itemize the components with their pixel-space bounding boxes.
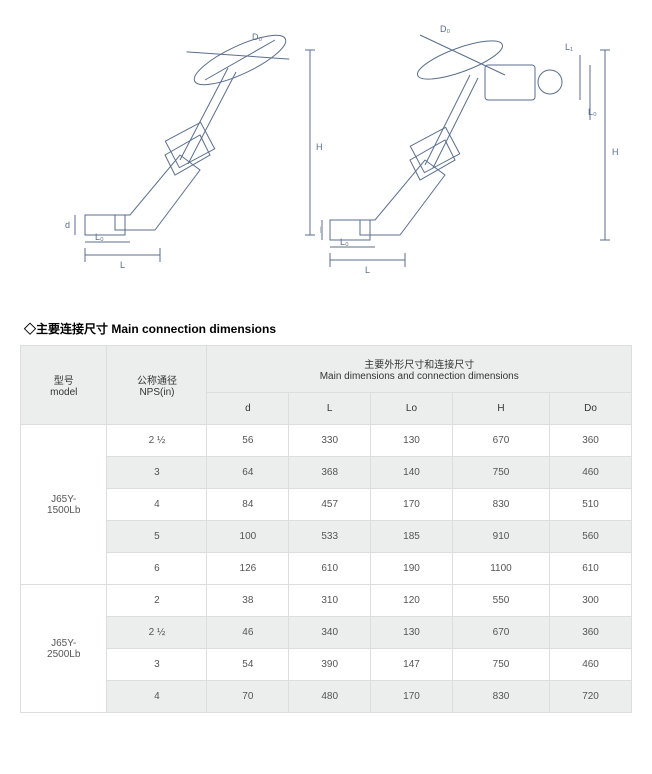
table-row: 364368140750460	[21, 457, 632, 489]
cell-nps: 6	[107, 553, 207, 585]
col-model: 型号 model	[21, 346, 107, 425]
cell-Do: 460	[550, 649, 632, 681]
svg-text:D₀: D₀	[440, 24, 450, 34]
cell-nps: 5	[107, 521, 207, 553]
cell-H: 670	[452, 617, 549, 649]
table-row: J65Y-1500Lb2 ½56330130670360	[21, 425, 632, 457]
cell-L: 533	[289, 521, 371, 553]
valve-diagram-left: D₀ H L L₀ d	[60, 20, 330, 290]
cell-d: 38	[207, 585, 289, 617]
cell-Lo: 130	[371, 617, 453, 649]
cell-nps: 3	[107, 649, 207, 681]
cell-d: 64	[207, 457, 289, 489]
svg-text:L₀: L₀	[95, 232, 104, 242]
cell-nps: 2	[107, 585, 207, 617]
cell-Lo: 147	[371, 649, 453, 681]
cell-Do: 300	[550, 585, 632, 617]
model-cell: J65Y-1500Lb	[21, 425, 107, 585]
svg-text:L: L	[365, 265, 370, 275]
cell-Do: 360	[550, 617, 632, 649]
cell-L: 330	[289, 425, 371, 457]
cell-Lo: 185	[371, 521, 453, 553]
cell-L: 340	[289, 617, 371, 649]
cell-H: 910	[452, 521, 549, 553]
cell-d: 84	[207, 489, 289, 521]
cell-L: 368	[289, 457, 371, 489]
cell-L: 457	[289, 489, 371, 521]
cell-L: 390	[289, 649, 371, 681]
svg-text:L₀: L₀	[340, 237, 349, 247]
cell-Do: 360	[550, 425, 632, 457]
cell-L: 310	[289, 585, 371, 617]
svg-text:d: d	[320, 225, 321, 235]
svg-text:L₁: L₁	[565, 42, 573, 52]
cell-nps: 2 ½	[107, 617, 207, 649]
table-row: 2 ½46340130670360	[21, 617, 632, 649]
cell-H: 670	[452, 425, 549, 457]
cell-d: 70	[207, 681, 289, 713]
cell-Lo: 170	[371, 489, 453, 521]
cell-Lo: 140	[371, 457, 453, 489]
col-dims-group: 主要外形尺寸和连接尺寸 Main dimensions and connecti…	[207, 346, 632, 393]
cell-L: 610	[289, 553, 371, 585]
svg-text:D₀: D₀	[252, 32, 262, 42]
cell-H: 1100	[452, 553, 549, 585]
table-row: 470480170830720	[21, 681, 632, 713]
cell-d: 54	[207, 649, 289, 681]
cell-Do: 560	[550, 521, 632, 553]
table-row: 484457170830510	[21, 489, 632, 521]
cell-L: 480	[289, 681, 371, 713]
cell-d: 126	[207, 553, 289, 585]
cell-H: 830	[452, 489, 549, 521]
svg-text:H: H	[612, 147, 619, 157]
cell-d: 56	[207, 425, 289, 457]
cell-nps: 4	[107, 489, 207, 521]
col-d: d	[207, 393, 289, 425]
cell-H: 750	[452, 649, 549, 681]
col-nps: 公称通径 NPS(in)	[107, 346, 207, 425]
svg-text:L: L	[120, 260, 125, 270]
svg-text:L₀: L₀	[588, 107, 597, 117]
col-Lo: Lo	[371, 393, 453, 425]
cell-nps: 2 ½	[107, 425, 207, 457]
cell-Lo: 120	[371, 585, 453, 617]
cell-nps: 3	[107, 457, 207, 489]
cell-H: 550	[452, 585, 549, 617]
cell-H: 750	[452, 457, 549, 489]
dimensions-table: 型号 model 公称通径 NPS(in) 主要外形尺寸和连接尺寸 Main d…	[20, 345, 632, 713]
cell-Do: 510	[550, 489, 632, 521]
table-row: 5100533185910560	[21, 521, 632, 553]
table-row: 354390147750460	[21, 649, 632, 681]
table-row: J65Y-2500Lb238310120550300	[21, 585, 632, 617]
technical-drawings: D₀ H L L₀ d	[20, 20, 632, 300]
cell-H: 830	[452, 681, 549, 713]
section-title: ◇主要连接尺寸 Main connection dimensions	[24, 320, 632, 337]
cell-Lo: 170	[371, 681, 453, 713]
col-L: L	[289, 393, 371, 425]
cell-d: 100	[207, 521, 289, 553]
cell-Do: 720	[550, 681, 632, 713]
col-Do: Do	[550, 393, 632, 425]
cell-nps: 4	[107, 681, 207, 713]
valve-diagram-right: D₀ L₁ L₀ H L L₀ d	[320, 20, 640, 290]
cell-Do: 610	[550, 553, 632, 585]
table-row: 61266101901100610	[21, 553, 632, 585]
cell-Lo: 190	[371, 553, 453, 585]
cell-d: 46	[207, 617, 289, 649]
col-H: H	[452, 393, 549, 425]
cell-Lo: 130	[371, 425, 453, 457]
model-cell: J65Y-2500Lb	[21, 585, 107, 713]
cell-Do: 460	[550, 457, 632, 489]
svg-text:d: d	[65, 220, 70, 230]
